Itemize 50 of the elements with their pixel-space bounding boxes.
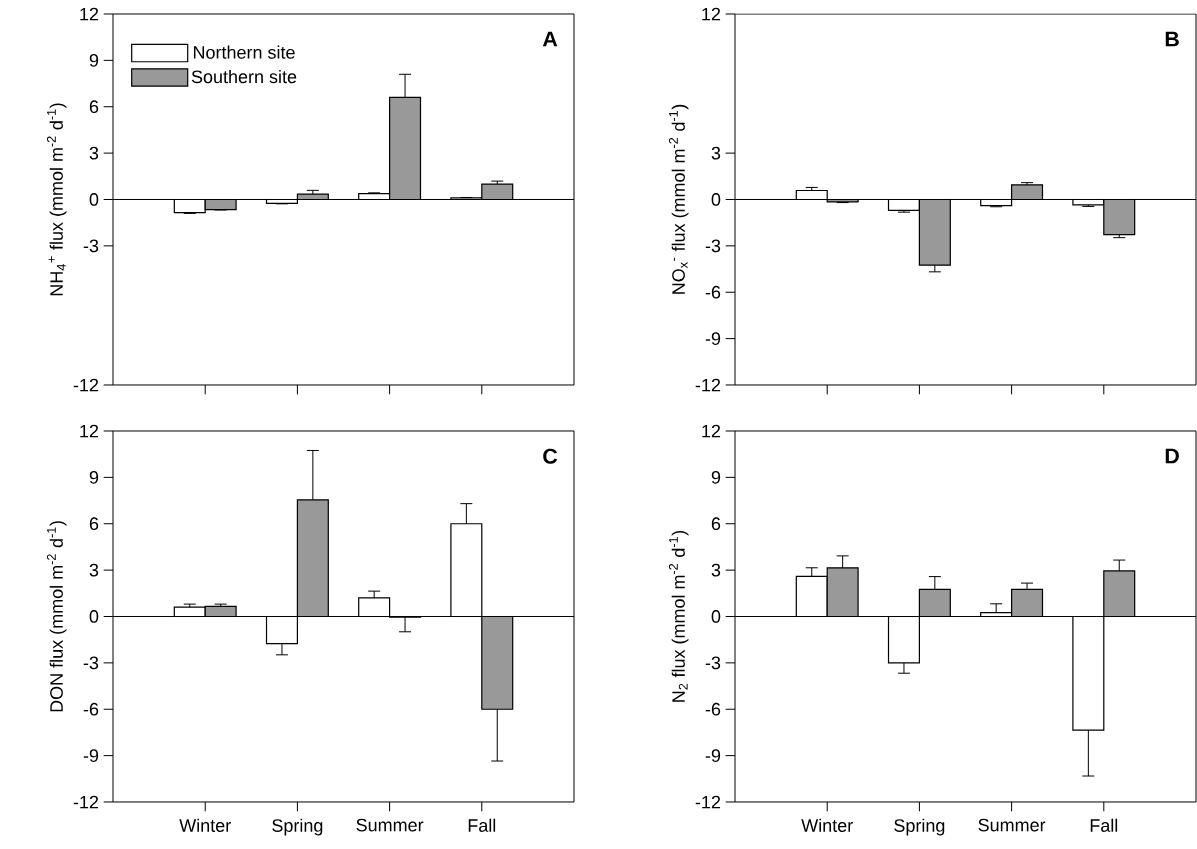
y-tick-label: 12 bbox=[80, 7, 99, 21]
y-tick-label: 9 bbox=[89, 53, 99, 67]
y-tick-label: -3 bbox=[705, 656, 721, 670]
y-axis-title: DON flux (mmol m$^{-2}$ d$^{-1}$) bbox=[46, 521, 67, 712]
y-axis-title: N$_{2}$ flux (mmol m$^{-2}$ d$^{-1}$) bbox=[668, 530, 689, 702]
x-tick-label: Summer bbox=[978, 818, 1046, 832]
x-tick-label: Spring bbox=[272, 818, 323, 836]
x-tick-label: Winter bbox=[179, 818, 231, 832]
y-tick-label: 9 bbox=[711, 470, 721, 484]
y-tick-label: -3 bbox=[83, 239, 99, 253]
y-tick-label: -9 bbox=[705, 749, 721, 762]
x-tick-label: Fall bbox=[468, 818, 496, 832]
y-tick-label: 0 bbox=[711, 193, 721, 206]
y-tick-label: 3 bbox=[89, 146, 99, 160]
text: B bbox=[1165, 31, 1179, 47]
y-tick-label: 0 bbox=[711, 610, 721, 623]
y-tick-label: 12 bbox=[702, 7, 721, 21]
y-tick-label: 6 bbox=[711, 517, 721, 531]
y-tick-label: -3 bbox=[83, 656, 99, 670]
y-tick-label: 0 bbox=[89, 610, 99, 623]
y-tick-label: -9 bbox=[705, 332, 721, 345]
y-tick-label: -12 bbox=[73, 795, 99, 809]
y-tick-label: -12 bbox=[695, 378, 721, 392]
y-tick-label: 6 bbox=[89, 517, 99, 531]
text: A bbox=[542, 31, 558, 47]
x-tick-label: Summer bbox=[356, 818, 424, 832]
legend-label: Southern site bbox=[191, 69, 297, 84]
y-tick-label: -6 bbox=[705, 702, 721, 716]
y-tick-label: 3 bbox=[711, 563, 721, 577]
text: D bbox=[1165, 448, 1179, 464]
y-tick-label: -6 bbox=[83, 702, 99, 716]
x-tick-label: Spring bbox=[894, 818, 945, 836]
y-tick-label: -12 bbox=[695, 795, 721, 809]
y-tick-label: -3 bbox=[705, 239, 721, 253]
y-tick-label: 9 bbox=[89, 470, 99, 484]
y-tick-label: -12 bbox=[73, 378, 99, 392]
y-tick-label: 12 bbox=[702, 424, 721, 438]
y-axis-title: NO$_{x}$$^{-}$ flux (mmol m$^{-2}$ d$^{-1}$) bbox=[668, 104, 689, 294]
y-axis-title: NH$_{4}$$^{+}$ flux (mmol m$^{-2}$ d$^{-1}$) bbox=[46, 103, 67, 296]
x-tick-label: Winter bbox=[801, 818, 853, 832]
legend-label: Northern site bbox=[193, 45, 295, 59]
y-tick-label: 3 bbox=[711, 146, 721, 160]
y-tick-label: 12 bbox=[80, 424, 99, 438]
y-tick-label: 3 bbox=[89, 563, 99, 577]
text: C bbox=[543, 448, 558, 464]
y-tick-label: -9 bbox=[83, 749, 99, 762]
x-tick-label: Fall bbox=[1090, 818, 1118, 832]
y-tick-label: 6 bbox=[89, 100, 99, 114]
y-tick-label: -6 bbox=[705, 285, 721, 299]
y-tick-label: 0 bbox=[89, 193, 99, 206]
